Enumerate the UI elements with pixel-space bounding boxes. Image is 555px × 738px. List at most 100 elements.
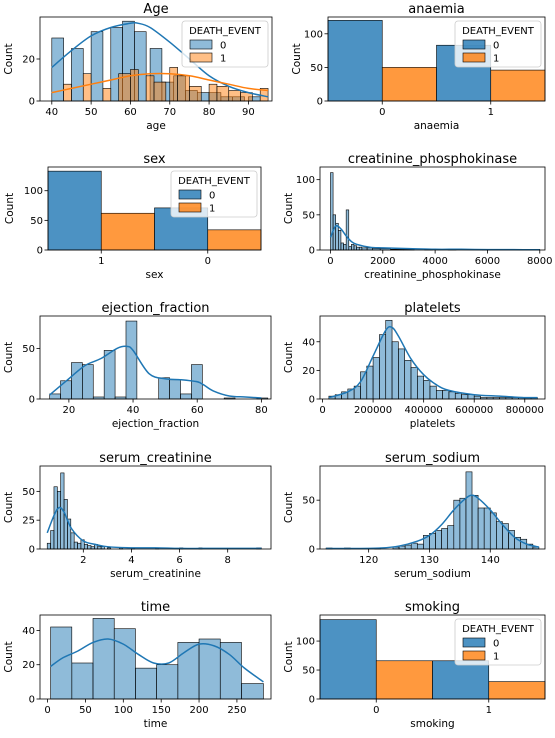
ef-xtick-label: 60 [191, 405, 204, 416]
time-bar [113, 628, 136, 700]
age-ylabel: Count [3, 43, 15, 74]
age-panel: 40 50 60 70 80 90 0 20 Age age Count DEATH_EVENT 0 1 [3, 2, 273, 132]
cpk-xlabel: creatinine_phosphokinase [364, 269, 501, 281]
anaemia-bar [490, 69, 546, 102]
sex-legend-label-1: 1 [209, 204, 215, 215]
platelets-bar [379, 334, 387, 400]
platelets-xtick-label: 200000 [354, 405, 392, 416]
time-title: time [141, 600, 170, 615]
sodium-bar [477, 507, 485, 550]
sodium-xtick-label: 130 [420, 555, 439, 566]
sex-bar [100, 212, 155, 251]
time-xtick-label: 100 [114, 705, 133, 716]
time-bar [71, 662, 94, 700]
sodium-bar [410, 542, 418, 550]
sc-bar [63, 499, 68, 550]
age-bar [63, 83, 72, 102]
age-xtick-label: 90 [242, 107, 255, 118]
sodium-bar [489, 512, 497, 550]
smoking-bar [488, 681, 546, 700]
time-bar [177, 642, 200, 700]
sodium-bar [435, 530, 442, 550]
age-kde-line [51, 72, 269, 94]
sex-legend-swatch-1 [178, 202, 202, 213]
sodium-xlabel: serum_sodium [394, 568, 471, 580]
time-xtick-label: 200 [190, 705, 209, 716]
platelets-bar [417, 375, 424, 400]
smoking-legend-title: DEATH_EVENT [462, 624, 535, 635]
sodium-bar [416, 543, 424, 550]
cpk-bar [358, 246, 363, 251]
platelets-bar [404, 360, 412, 400]
cpk-bar [345, 209, 350, 251]
platelets-xlabel: platelets [410, 418, 456, 430]
sc-ytick-label: 0 [29, 545, 35, 556]
anaemia-xlabel: anaemia [414, 120, 460, 132]
time-bar [198, 638, 221, 700]
smoking-ytick-label: 50 [302, 666, 315, 677]
age-bar [71, 48, 84, 102]
ef-xtick-label: 40 [127, 405, 140, 416]
platelets-xtick-label: 0 [319, 405, 325, 416]
platelets-bar [391, 341, 399, 400]
age-legend-title: DEATH_EVENT [189, 26, 262, 37]
platelets-bar [429, 385, 437, 400]
ef-bar [125, 320, 138, 400]
ef-axes-frame [39, 315, 272, 400]
age-bar [177, 75, 190, 102]
sc-bar [70, 532, 75, 550]
smoking-legend-label-0: 0 [493, 639, 499, 650]
platelets-bar [366, 365, 374, 400]
age-bar [90, 31, 104, 102]
time-ylabel: Count [3, 641, 15, 672]
cpk-bar [338, 230, 342, 251]
anaemia-ytick-label: 0 [317, 97, 323, 108]
time-xtick-label: 150 [152, 705, 171, 716]
age-bar [216, 86, 230, 102]
age-ytick-label: 20 [22, 55, 35, 66]
sodium-bar [441, 528, 449, 550]
platelets-kde-line [328, 325, 538, 399]
time-xtick-label: 250 [227, 705, 246, 716]
cpk-xtick-label: 4000 [422, 256, 447, 267]
cpk-xtick-label: 2000 [370, 256, 395, 267]
platelets-xtick-label: 800000 [506, 405, 544, 416]
platelets-bar [461, 394, 469, 400]
sex-ytick-label: 50 [30, 216, 43, 227]
ef-bar [82, 364, 94, 400]
platelets-ytick-label: 20 [302, 366, 315, 377]
sex-legend-label-0: 0 [209, 191, 215, 202]
age-bar [145, 75, 155, 102]
sodium-ytick-label: 0 [309, 545, 315, 556]
age-title: Age [143, 2, 168, 17]
ef-xlabel: ejection_fraction [112, 418, 199, 430]
sodium-title: serum_sodium [385, 451, 480, 466]
sc-xtick-label: 6 [176, 555, 182, 566]
age-legend-label-1: 1 [220, 54, 226, 65]
sodium-bar [447, 525, 455, 550]
time-xtick-label: 50 [79, 705, 92, 716]
platelets-ytick-label: 40 [302, 337, 315, 348]
cpk-panel: 0 2000 4000 6000 8000 0 50 100 creatinine_phosph… [283, 152, 552, 281]
cpk-bar [335, 222, 339, 251]
sodium-panel: 120 130 140 0 50 serum_sodium serum_sodium Coun… [283, 451, 546, 580]
smoking-axes-frame [319, 614, 546, 700]
platelets-ytick-label: 0 [309, 395, 315, 406]
cpk-ytick-label: 0 [309, 246, 315, 257]
age-bar [102, 88, 112, 102]
time-ytick-label: 20 [22, 660, 35, 671]
sodium-bar [429, 533, 436, 550]
platelets-bar [410, 367, 418, 400]
sc-bar [83, 544, 88, 550]
anaemia-ylabel: Count [291, 43, 303, 74]
age-xtick-label: 40 [45, 107, 58, 118]
smoking-bar [432, 660, 490, 700]
sex-axes-frame [47, 166, 262, 251]
anaemia-bar [381, 67, 437, 102]
age-bar [208, 83, 218, 102]
age-bar [82, 73, 92, 102]
anaemia-xtick-label: 1 [488, 107, 494, 118]
time-panel: 0 50 100 150 200 250 0 20 40 time time Count [3, 600, 272, 730]
